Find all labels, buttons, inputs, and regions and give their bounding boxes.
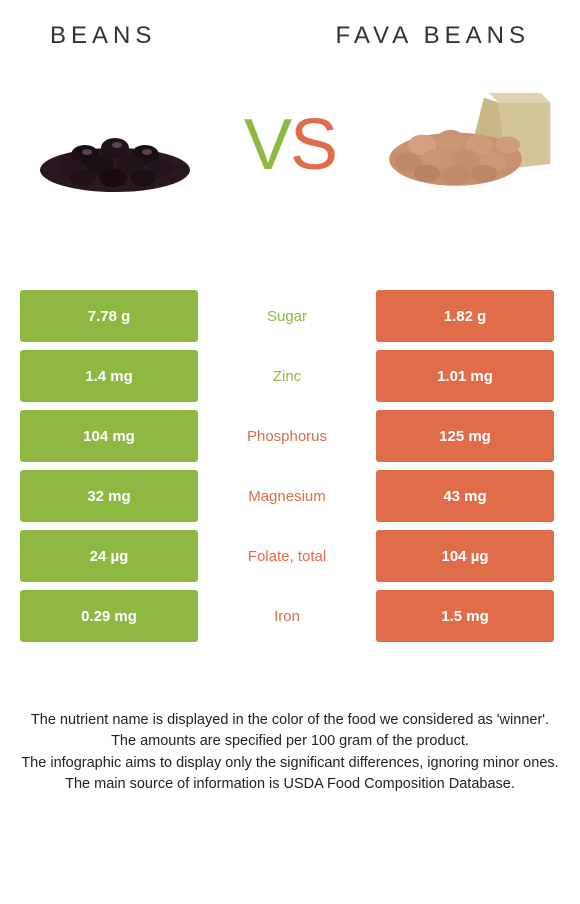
nutrient-row: 24 µgFolate, total104 µg <box>20 530 560 582</box>
nutrient-row: 104 mgPhosphorus125 mg <box>20 410 560 462</box>
nutrient-row: 7.78 gSugar1.82 g <box>20 290 560 342</box>
left-value: 7.78 g <box>20 290 198 342</box>
comparison-images-row: VS <box>0 60 580 240</box>
left-value: 1.4 mg <box>20 350 198 402</box>
right-food-image <box>375 85 555 205</box>
footer-line-4: The main source of information is USDA F… <box>20 774 560 794</box>
left-food-title: BEANS <box>50 22 156 50</box>
left-value: 0.29 mg <box>20 590 198 642</box>
footer-line-1: The nutrient name is displayed in the co… <box>20 710 560 730</box>
nutrient-name: Sugar <box>198 290 376 342</box>
nutrient-table: 7.78 gSugar1.82 g 1.4 mgZinc1.01 mg 104 mg… <box>0 240 580 670</box>
left-value: 24 µg <box>20 530 198 582</box>
nutrient-name: Magnesium <box>198 470 376 522</box>
right-value: 43 mg <box>376 470 554 522</box>
right-value: 1.01 mg <box>376 350 554 402</box>
left-food-image <box>25 85 205 205</box>
right-value: 104 µg <box>376 530 554 582</box>
header: BEANS FAVA BEANS <box>0 0 580 60</box>
footer-line-2: The amounts are specified per 100 gram o… <box>20 731 560 751</box>
footer-notes: The nutrient name is displayed in the co… <box>0 670 580 794</box>
right-value: 1.82 g <box>376 290 554 342</box>
nutrient-row: 32 mgMagnesium43 mg <box>20 470 560 522</box>
nutrient-row: 1.4 mgZinc1.01 mg <box>20 350 560 402</box>
vs-label: VS <box>244 104 336 186</box>
left-value: 32 mg <box>20 470 198 522</box>
right-value: 125 mg <box>376 410 554 462</box>
footer-line-3: The infographic aims to display only the… <box>20 753 560 773</box>
nutrient-name: Folate, total <box>198 530 376 582</box>
right-food-title: FAVA BEANS <box>335 22 530 50</box>
nutrient-name: Phosphorus <box>198 410 376 462</box>
nutrient-name: Iron <box>198 590 376 642</box>
vs-s-letter: S <box>290 105 336 185</box>
nutrient-name: Zinc <box>198 350 376 402</box>
left-value: 104 mg <box>20 410 198 462</box>
nutrient-row: 0.29 mgIron1.5 mg <box>20 590 560 642</box>
right-value: 1.5 mg <box>376 590 554 642</box>
vs-v-letter: V <box>244 105 290 185</box>
